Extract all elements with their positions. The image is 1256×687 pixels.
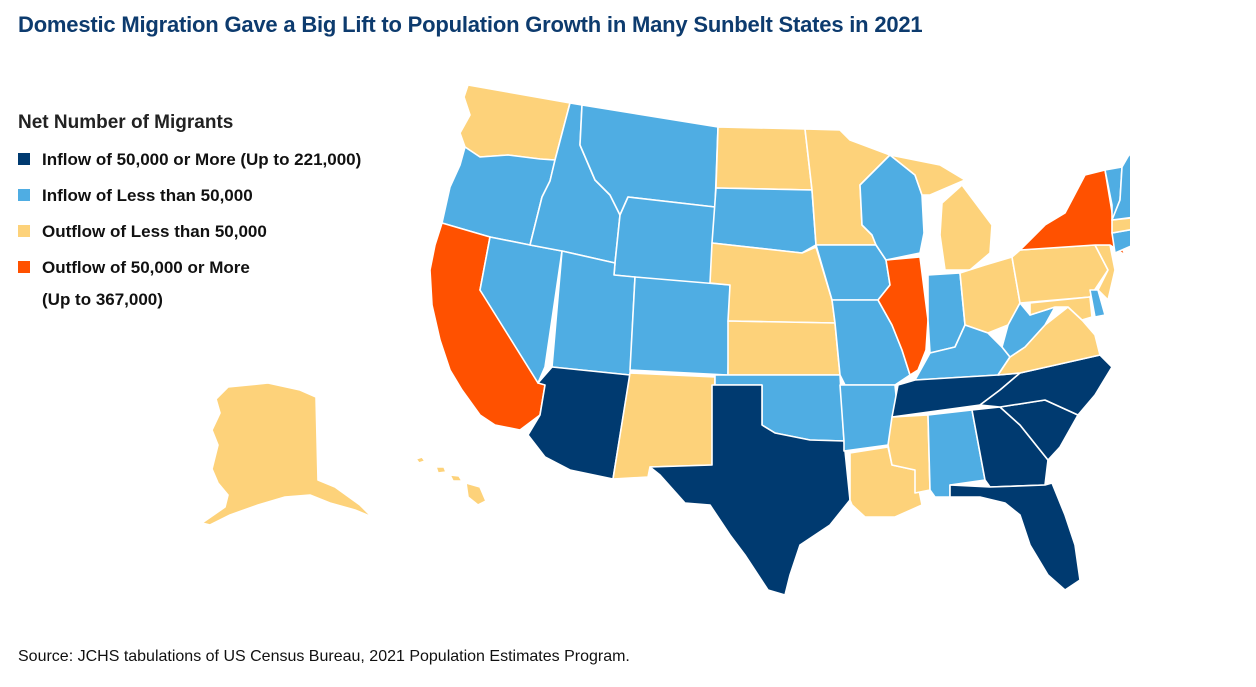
legend-label-line1: Outflow of 50,000 or More	[42, 258, 250, 277]
state-DE	[1089, 289, 1106, 318]
state-AZ	[527, 366, 631, 480]
legend-swatch	[18, 225, 30, 237]
state-HI	[415, 456, 487, 506]
legend-swatch	[18, 261, 30, 273]
state-NH	[1111, 152, 1130, 221]
legend-label: Inflow of 50,000 or More (Up to 221,000)	[42, 150, 362, 169]
legend-label: Inflow of Less than 50,000	[42, 186, 253, 205]
state-NM	[612, 372, 716, 480]
legend-label: Outflow of 50,000 or More (Up to 367,000…	[42, 256, 250, 312]
source-note: Source: JCHS tabulations of US Census Bu…	[18, 648, 630, 665]
state-ND	[715, 126, 813, 191]
legend-item-inflow-low: Inflow of Less than 50,000	[18, 184, 361, 208]
state-FL	[949, 482, 1081, 591]
state-WY	[613, 196, 716, 286]
state-NC	[979, 354, 1113, 416]
state-WA	[459, 85, 571, 161]
legend-item-inflow-high: Inflow of 50,000 or More (Up to 221,000)	[18, 148, 361, 172]
chart-title: Domestic Migration Gave a Big Lift to Po…	[18, 12, 923, 37]
state-TX	[649, 384, 851, 596]
state-MA	[1111, 217, 1130, 234]
state-KS	[727, 320, 841, 376]
legend-swatch	[18, 153, 30, 165]
state-CO	[629, 276, 731, 376]
state-IL	[877, 256, 929, 376]
legend-label: Outflow of Less than 50,000	[42, 222, 267, 241]
state-AK	[201, 382, 373, 526]
legend-item-outflow-high: Outflow of 50,000 or More (Up to 367,000…	[18, 256, 361, 312]
us-states-map	[201, 85, 1130, 596]
state-MD	[1029, 296, 1093, 321]
state-NE	[709, 242, 836, 324]
legend-title: Net Number of Migrants	[18, 112, 234, 133]
legend: Net Number of Migrants Inflow of 50,000 …	[18, 112, 361, 324]
state-NY	[1019, 169, 1126, 256]
state-SD	[711, 187, 817, 254]
legend-swatch	[18, 189, 30, 201]
legend-label-line2: (Up to 367,000)	[42, 290, 163, 309]
legend-item-outflow-low: Outflow of Less than 50,000	[18, 220, 361, 244]
state-MI	[889, 154, 993, 271]
